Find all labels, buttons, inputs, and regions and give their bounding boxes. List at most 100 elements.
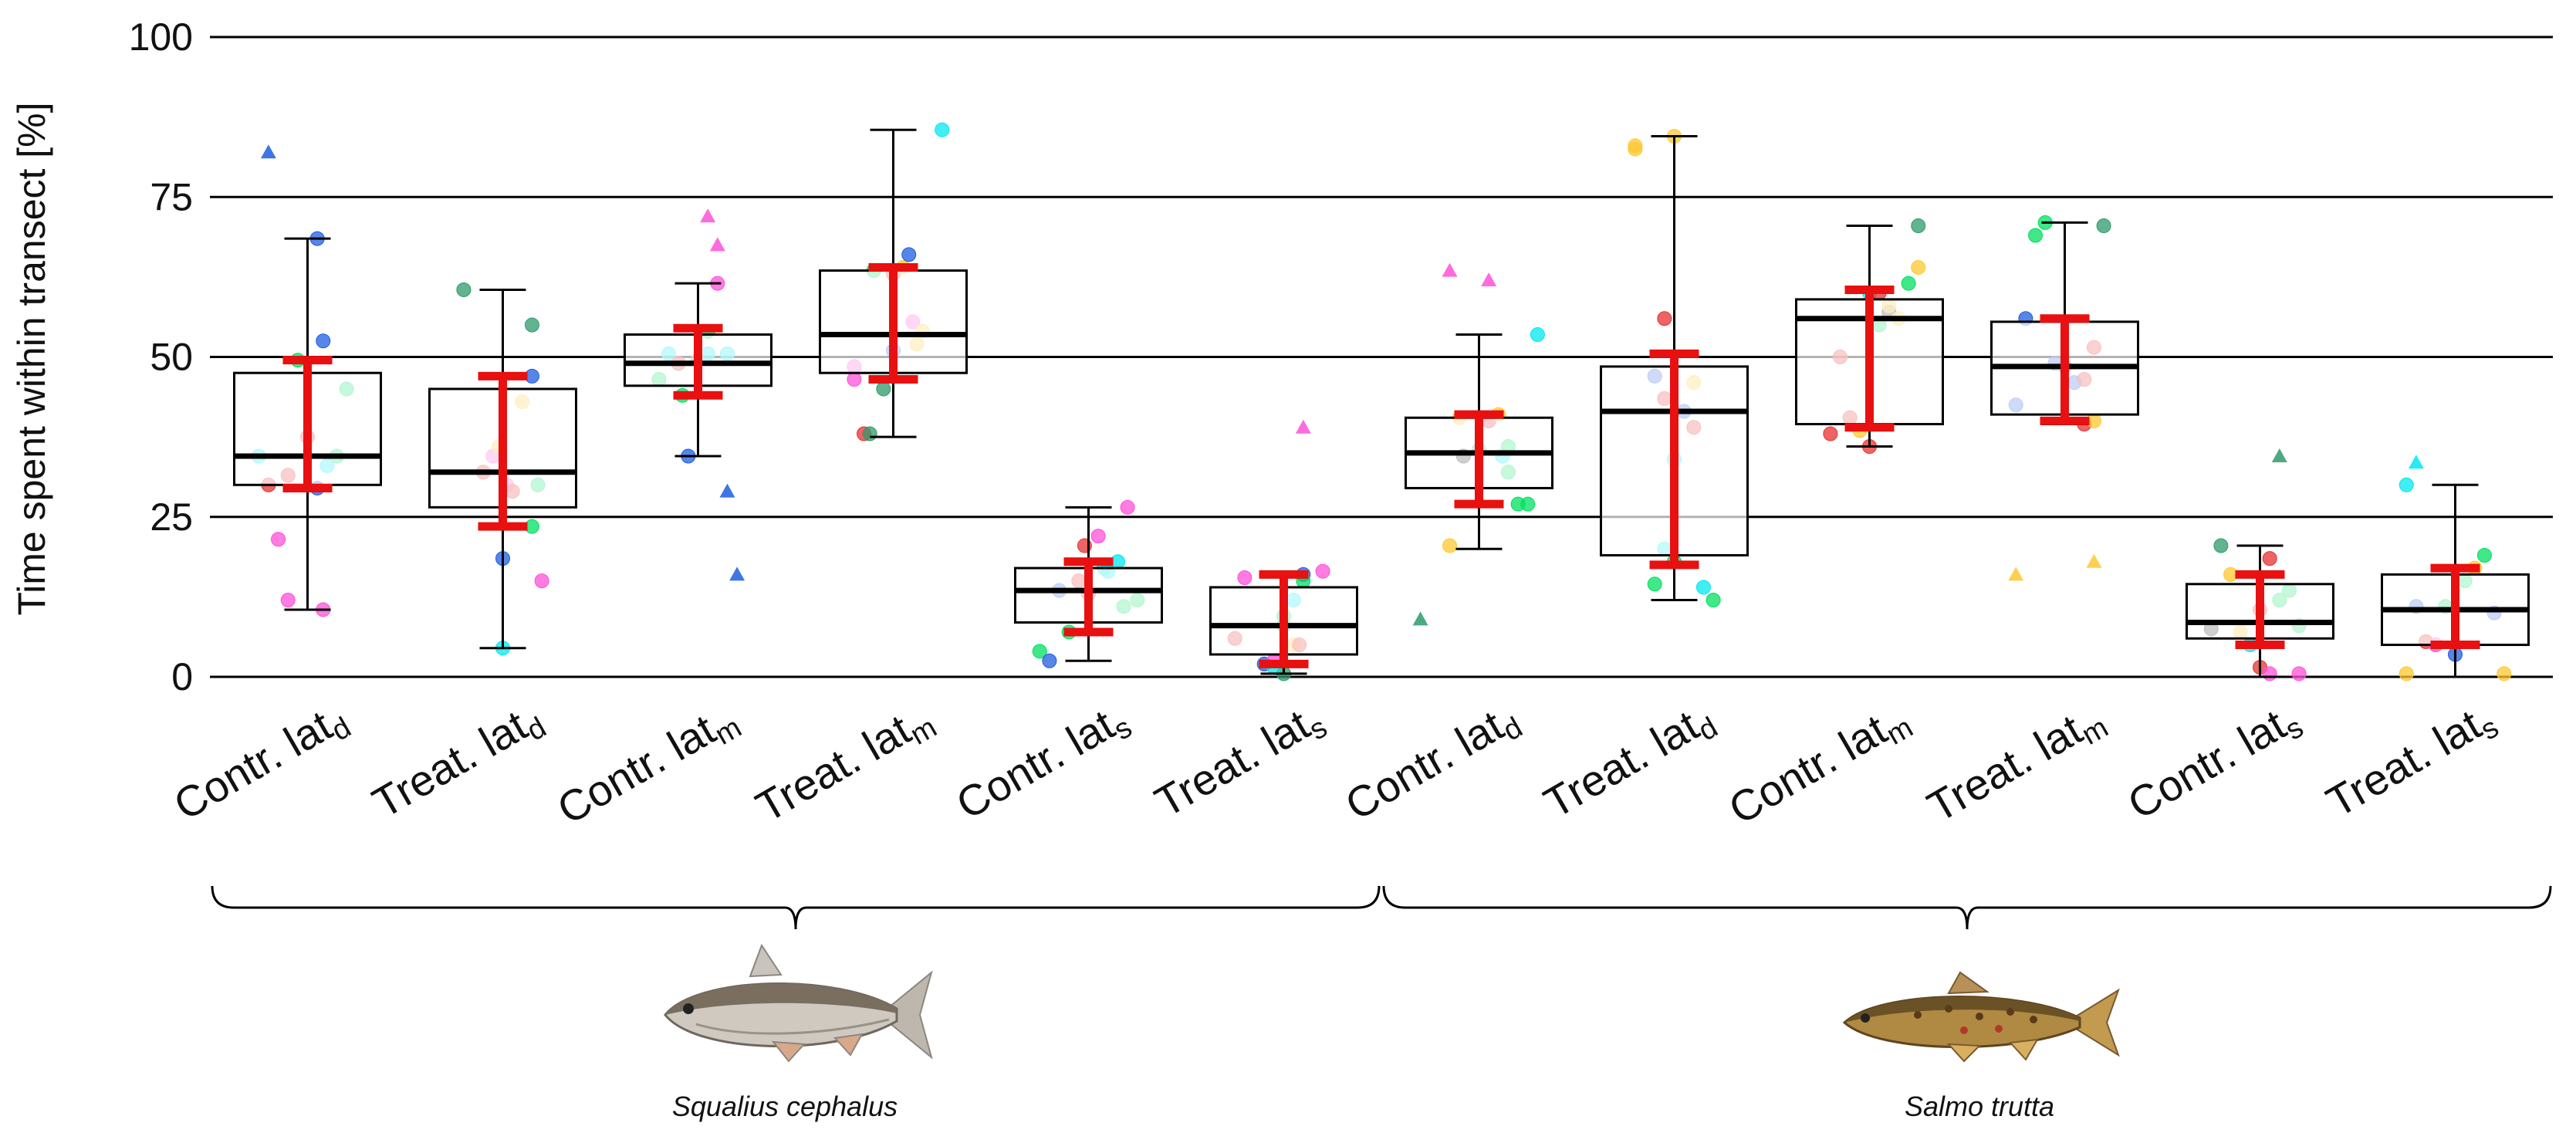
data-point xyxy=(1695,580,1711,595)
data-point xyxy=(1911,218,1926,234)
data-point xyxy=(2028,228,2044,243)
box-11 xyxy=(2381,483,2530,678)
x-tick-label-8: Contr. latm xyxy=(1721,692,1918,838)
box-5 xyxy=(1209,570,1358,675)
x-tick-label-9: Treat. latm xyxy=(1919,692,2114,836)
x-tick-label-6: Contr. latd xyxy=(1337,692,1528,834)
box-7 xyxy=(1600,134,1749,602)
data-point xyxy=(2399,666,2414,681)
x-tick-label-11: Treat. lats xyxy=(2318,692,2504,831)
x-tick-label-10: Contr. lats xyxy=(2119,692,2309,833)
data-point xyxy=(2096,218,2111,234)
data-point xyxy=(1706,593,1721,608)
species-label-squalius-cephalus: Squalius cephalus xyxy=(672,1091,898,1122)
data-point xyxy=(2291,666,2307,681)
data-point xyxy=(935,122,950,137)
x-tick-label-2: Contr. latm xyxy=(549,692,747,838)
x-tick-label-main: Treat. lat xyxy=(1536,701,1706,827)
data-point xyxy=(1442,538,1458,553)
y-tick-label: 100 xyxy=(129,15,193,59)
data-point xyxy=(1530,326,1545,342)
outlier-point xyxy=(729,566,745,581)
data-point xyxy=(1647,577,1662,592)
data-point xyxy=(2213,538,2229,553)
data-point xyxy=(1628,141,1643,157)
box-8 xyxy=(1795,225,1944,448)
y-tick-label: 75 xyxy=(150,175,193,218)
data-point xyxy=(1032,644,1047,659)
box-2 xyxy=(624,282,772,458)
data-point xyxy=(2262,666,2277,681)
data-point xyxy=(901,247,917,262)
x-tick-label-main: Contr. lat xyxy=(1337,701,1512,830)
group-brace-1 xyxy=(1382,885,2552,930)
outlier-point xyxy=(2086,553,2102,568)
data-point xyxy=(1042,653,1057,668)
box-3 xyxy=(819,128,968,438)
x-tick-label-0: Contr. latd xyxy=(166,692,357,834)
data-point xyxy=(1823,426,1838,441)
data-point xyxy=(2497,666,2512,681)
outlier-point xyxy=(2271,448,2287,462)
x-tick-label-1: Treat. latd xyxy=(364,692,552,832)
data-points xyxy=(251,122,2512,681)
data-point xyxy=(1120,499,1135,515)
outlier-point xyxy=(1295,419,1311,434)
y-tick-label: 0 xyxy=(171,655,193,698)
boxes xyxy=(233,128,2530,678)
box-4 xyxy=(1014,506,1163,662)
data-point xyxy=(1090,529,1106,544)
x-tick-label-main: Treat. lat xyxy=(748,705,918,831)
data-point xyxy=(876,381,891,397)
chub-fish-image xyxy=(664,943,933,1063)
outlier-point xyxy=(1412,611,1428,626)
group-braces xyxy=(211,885,2552,930)
data-point xyxy=(456,282,472,297)
outlier-point xyxy=(2008,566,2024,581)
data-point xyxy=(2399,477,2414,492)
y-tick-label: 50 xyxy=(150,336,193,379)
x-tick-label-main: Treat. lat xyxy=(1919,705,2090,831)
y-axis-ticks: 0 25 50 75 100 xyxy=(129,15,193,698)
x-tick-label-main: Contr. lat xyxy=(1721,705,1895,834)
data-point xyxy=(1237,570,1253,586)
data-point xyxy=(524,317,539,333)
y-tick-label: 25 xyxy=(150,495,193,539)
data-point xyxy=(316,333,331,349)
y-axis-title: Time spent within transect [%] xyxy=(10,102,53,615)
box-9 xyxy=(1990,221,2139,426)
outlier-point xyxy=(2408,455,2424,469)
x-tick-label-3: Treat. latm xyxy=(748,692,942,836)
data-point xyxy=(271,532,286,547)
outlier-point xyxy=(719,483,735,498)
box-1 xyxy=(428,288,577,650)
gridlines xyxy=(210,36,2553,678)
species-label-salmo-trutta: Salmo trutta xyxy=(1905,1091,2054,1122)
outlier-point xyxy=(1442,262,1458,277)
data-point xyxy=(1315,563,1330,579)
outlier-point xyxy=(1481,272,1497,287)
data-point xyxy=(1901,276,1916,291)
group-brace-0 xyxy=(211,885,1381,930)
box-10 xyxy=(2186,544,2334,678)
x-tick-label-main: Treat. lat xyxy=(1147,700,1317,827)
x-tick-label-main: Contr. lat xyxy=(2119,700,2294,829)
data-point xyxy=(280,593,296,608)
data-point xyxy=(847,372,862,387)
data-point xyxy=(1520,496,1536,512)
data-point xyxy=(2262,551,2277,566)
x-tick-label-4: Contr. lats xyxy=(948,692,1138,833)
x-tick-label-main: Treat. lat xyxy=(364,701,535,827)
outlier-point xyxy=(260,144,276,159)
data-point xyxy=(2476,547,2492,563)
data-point xyxy=(862,426,877,441)
trout-fish-image xyxy=(1842,971,2120,1063)
x-tick-label-main: Contr. lat xyxy=(549,705,724,834)
data-point xyxy=(1657,311,1672,326)
box-0 xyxy=(233,237,382,611)
x-tick-label-5: Treat. lats xyxy=(1147,692,1333,831)
x-tick-label-7: Treat. latd xyxy=(1536,692,1723,832)
outlier-point xyxy=(700,208,716,223)
